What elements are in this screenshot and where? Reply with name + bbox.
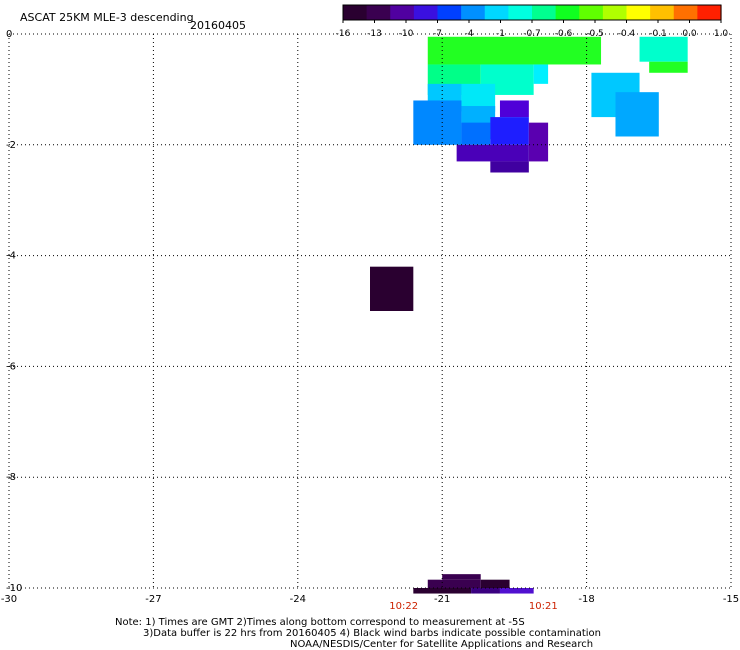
colorbar-tick-label: -0.5: [586, 29, 604, 39]
colorbar-swatch: [343, 5, 368, 20]
longitude-tick-label: -30: [1, 594, 17, 605]
data-cell: [427, 579, 481, 588]
colorbar-swatch: [697, 5, 722, 20]
data-cell: [413, 100, 462, 145]
colorbar-swatch: [673, 5, 698, 20]
latitude-tick-label: -2: [6, 140, 16, 151]
data-cell: [480, 579, 510, 588]
colorbar-tick-label: -0.7: [523, 29, 541, 39]
colorbar-tick-label: -10: [399, 29, 414, 39]
data-cells: [370, 36, 688, 594]
latitude-tick-label: -6: [6, 361, 16, 372]
footer-credit: NOAA/NESDIS/Center for Satellite Applica…: [290, 639, 593, 650]
colorbar-tick-label: -0.6: [555, 29, 573, 39]
data-cell: [471, 588, 500, 594]
footer-note-line2: 3)Data buffer is 22 hrs from 20160405 4)…: [143, 628, 601, 639]
longitude-tick-label: -18: [578, 594, 594, 605]
latitude-tick-labels: 0 -2 -4 -6 -8 -10: [6, 29, 22, 594]
colorbar-swatch: [508, 5, 533, 20]
longitude-tick-label: -27: [145, 594, 161, 605]
data-cell: [639, 36, 688, 62]
colorbar-swatch: [602, 5, 628, 20]
colorbar-tick-label: -13: [367, 29, 382, 39]
latitude-tick-label: -4: [6, 251, 16, 262]
latitude-tick-label: 0: [6, 29, 12, 40]
pass-time-label: 10:21: [529, 601, 558, 612]
colorbar-swatch: [484, 5, 509, 20]
colorbar-swatch: [390, 5, 415, 20]
colorbar-swatch: [413, 5, 439, 20]
colorbar-swatch: [555, 5, 580, 20]
map-title: ASCAT 25KM MLE-3 descending: [20, 11, 194, 24]
data-cell: [499, 588, 534, 594]
colorbar-tick-label: -0.4: [618, 29, 636, 39]
data-cell: [615, 92, 659, 137]
data-cell: [442, 574, 481, 580]
colorbar-swatch: [461, 5, 486, 20]
longitude-tick-label: -24: [290, 594, 306, 605]
latitude-tick-label: -8: [6, 472, 16, 483]
data-cell: [427, 36, 602, 65]
colorbar-swatch: [650, 5, 675, 20]
map-date: 20160405: [190, 19, 246, 32]
data-cell: [533, 64, 549, 84]
data-cell: [413, 588, 472, 594]
colorbar-swatch: [626, 5, 651, 20]
longitude-tick-label: -21: [434, 594, 450, 605]
data-cell: [649, 61, 688, 73]
longitude-tick-labels: -30 -27 -24 -21 -18 -15: [1, 594, 739, 605]
data-cell: [528, 122, 549, 162]
colorbar-swatch: [437, 5, 462, 20]
longitude-tick-label: -15: [723, 594, 739, 605]
colorbar-swatch: [579, 5, 604, 20]
latitude-tick-label: -10: [6, 583, 22, 594]
footer-note-line1: Note: 1) Times are GMT 2)Times along bot…: [115, 617, 525, 628]
lat-lon-grid: [8, 33, 732, 589]
colorbar-swatch: [532, 5, 557, 20]
colorbar-swatch: [366, 5, 391, 20]
data-cell: [461, 122, 491, 145]
data-cell: [490, 117, 529, 145]
data-cell: [370, 266, 414, 311]
colorbar-tick-label: -16: [336, 29, 351, 39]
data-cell: [490, 161, 529, 173]
pass-time-label: 10:22: [389, 601, 418, 612]
data-cell: [456, 144, 529, 162]
data-cell: [499, 100, 529, 118]
time-labels: 10:22 10:21: [389, 601, 557, 612]
colorbar-tick-label: -1: [496, 29, 505, 39]
